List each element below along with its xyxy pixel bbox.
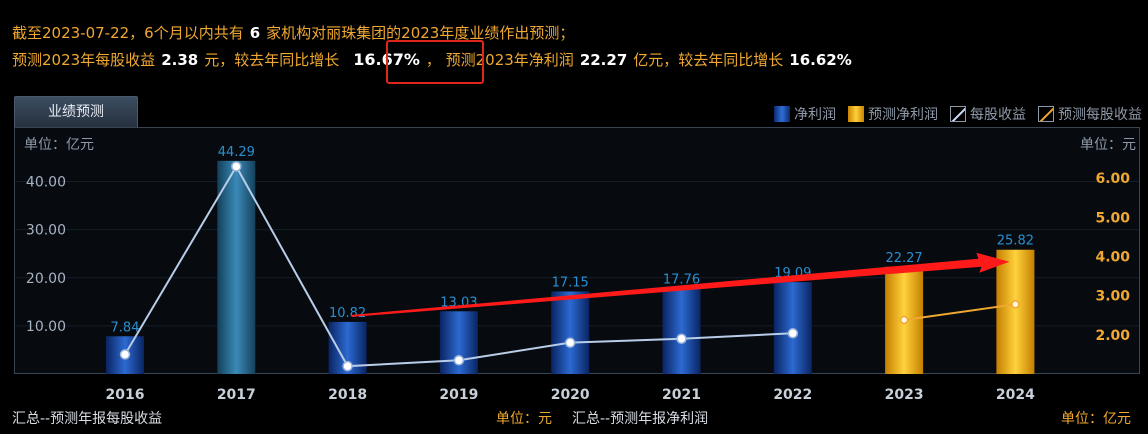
x-tick-label: 2023 bbox=[885, 387, 924, 403]
right-tick-label: 4.00 bbox=[1095, 250, 1130, 266]
eps-point bbox=[453, 355, 465, 366]
summary-text: 预测2023年每股收益 bbox=[12, 51, 156, 69]
right-tick-label: 2.00 bbox=[1095, 328, 1130, 344]
eps-point bbox=[342, 360, 353, 372]
bar-value-label: 17.15 bbox=[552, 275, 589, 290]
bar-value-label: 10.82 bbox=[329, 306, 366, 321]
profit-growth-value: 16.62% bbox=[789, 51, 852, 69]
eps-line-swatch-icon bbox=[950, 106, 966, 122]
forecast-eps-swatch-icon bbox=[1038, 106, 1054, 122]
right-axis-unit: 单位：元 bbox=[1080, 137, 1136, 153]
eps-forecast-value: 2.38 bbox=[161, 51, 199, 69]
x-tick-label: 2024 bbox=[996, 387, 1035, 403]
footer-profit-summary: 汇总--预测年报净利润 bbox=[572, 411, 709, 427]
chart-legend: 净利润 预测净利润 每股收益 预测每股收益 bbox=[762, 104, 1142, 124]
right-tick-label: 6.00 bbox=[1095, 171, 1130, 187]
net-profit-bar bbox=[217, 160, 256, 374]
summary-text: ， 预测2023年净利润 bbox=[425, 51, 574, 69]
net-profit-bar bbox=[551, 291, 590, 374]
eps-point bbox=[787, 328, 799, 339]
forecast-profit-bar bbox=[996, 249, 1035, 374]
summary-text: 亿元，较去年同比增长 bbox=[633, 51, 784, 69]
footer-eps-unit: 单位：元 bbox=[496, 411, 552, 427]
forecast-eps-line bbox=[903, 303, 1016, 321]
forecast-eps-point bbox=[1011, 300, 1020, 309]
summary-line-1: 截至2023-07-22，6个月以内共有 6 家机构对丽珠集团的2023年度业绩作出… bbox=[12, 22, 574, 43]
x-tick-label: 2019 bbox=[439, 387, 478, 403]
legend-item-eps[interactable]: 每股收益 bbox=[950, 104, 1026, 124]
left-tick-label: 30.00 bbox=[26, 223, 66, 239]
left-tick-label: 10.00 bbox=[26, 319, 66, 335]
bar-value-label: 7.84 bbox=[111, 320, 140, 335]
summary-text: 家机构对丽珠集团的2023年度业绩作出预测； bbox=[266, 24, 575, 42]
x-tick-label: 2021 bbox=[662, 387, 701, 403]
summary-text: 截至2023-07-22，6个月以内共有 bbox=[12, 24, 244, 42]
net-profit-bar bbox=[662, 288, 701, 374]
net-profit-swatch-icon bbox=[774, 106, 790, 122]
trend-arrow bbox=[351, 252, 1010, 317]
eps-point bbox=[564, 337, 576, 348]
right-tick-label: 3.00 bbox=[1095, 289, 1130, 305]
legend-item-forecast-eps[interactable]: 预测每股收益 bbox=[1038, 104, 1142, 124]
bar-value-label: 44.29 bbox=[218, 145, 255, 160]
summary-line-2: 预测2023年每股收益 2.38 元，较去年同比增长 16.67%， 预测2023年净… bbox=[12, 49, 858, 70]
legend-item-forecast-profit[interactable]: 预测净利润 bbox=[848, 104, 938, 124]
x-tick-label: 2020 bbox=[551, 387, 590, 403]
legend-label: 净利润 bbox=[794, 107, 836, 123]
right-tick-label: 5.00 bbox=[1095, 210, 1130, 226]
footer-profit-unit: 单位：亿元 bbox=[1061, 411, 1131, 427]
eps-point bbox=[676, 333, 687, 345]
summary-text: 元，较去年同比增长 bbox=[204, 51, 340, 69]
footer-eps-summary: 汇总--预测年报每股收益 bbox=[12, 411, 163, 427]
institution-count: 6 bbox=[249, 24, 261, 42]
eps-point bbox=[231, 161, 242, 172]
tab-forecast[interactable]: 业绩预测 bbox=[14, 96, 138, 127]
legend-label: 预测每股收益 bbox=[1058, 107, 1142, 123]
legend-label: 预测净利润 bbox=[868, 107, 938, 123]
profit-forecast-value: 22.27 bbox=[579, 51, 628, 69]
left-tick-label: 40.00 bbox=[26, 175, 66, 191]
left-axis-unit: 单位：亿元 bbox=[24, 137, 94, 153]
legend-item-net-profit[interactable]: 净利润 bbox=[774, 104, 836, 124]
eps-point bbox=[119, 349, 131, 360]
x-tick-label: 2017 bbox=[217, 387, 256, 403]
bar-value-label: 25.82 bbox=[997, 234, 1034, 249]
bar-value-label: 22.27 bbox=[885, 251, 922, 266]
forecast-eps-point bbox=[899, 315, 909, 325]
forecast-profit-swatch-icon bbox=[848, 106, 864, 122]
x-tick-label: 2016 bbox=[106, 387, 145, 403]
bar-value-label: 17.76 bbox=[663, 273, 700, 288]
legend-label: 每股收益 bbox=[970, 107, 1026, 123]
highlight-annotation-box bbox=[386, 40, 484, 84]
x-tick-label: 2022 bbox=[773, 387, 812, 403]
left-tick-label: 20.00 bbox=[26, 271, 66, 287]
x-tick-label: 2018 bbox=[328, 387, 367, 403]
